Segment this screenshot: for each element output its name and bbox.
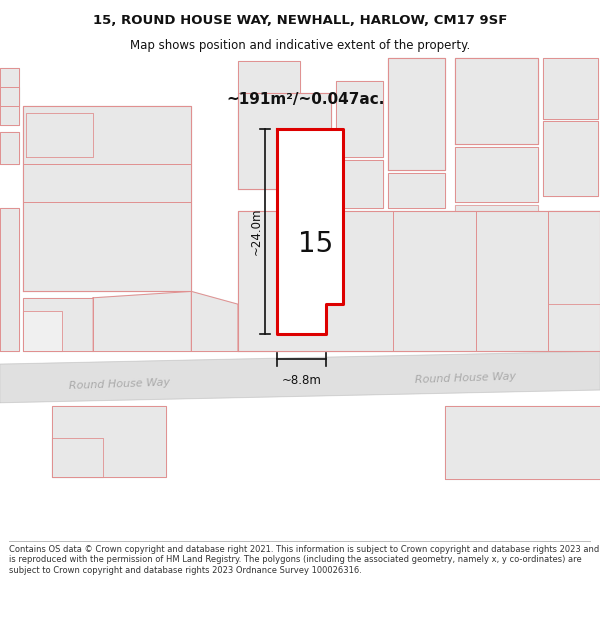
- Polygon shape: [93, 291, 191, 351]
- Polygon shape: [52, 406, 166, 477]
- Polygon shape: [0, 351, 600, 403]
- Text: ~24.0m: ~24.0m: [250, 208, 263, 255]
- Polygon shape: [0, 132, 19, 164]
- Polygon shape: [388, 173, 445, 208]
- Polygon shape: [0, 87, 19, 125]
- Polygon shape: [26, 112, 93, 158]
- Text: 15, ROUND HOUSE WAY, NEWHALL, HARLOW, CM17 9SF: 15, ROUND HOUSE WAY, NEWHALL, HARLOW, CM…: [93, 14, 507, 27]
- Polygon shape: [455, 147, 538, 202]
- Polygon shape: [238, 61, 300, 93]
- Polygon shape: [23, 298, 93, 351]
- Polygon shape: [238, 93, 331, 189]
- Polygon shape: [336, 160, 383, 208]
- Polygon shape: [277, 129, 343, 334]
- Polygon shape: [548, 211, 600, 304]
- Polygon shape: [0, 68, 19, 106]
- Polygon shape: [23, 311, 62, 351]
- Polygon shape: [336, 81, 383, 158]
- Polygon shape: [455, 58, 538, 144]
- Polygon shape: [23, 106, 191, 291]
- Polygon shape: [0, 208, 19, 351]
- Text: Round House Way: Round House Way: [415, 371, 516, 385]
- Polygon shape: [238, 211, 600, 351]
- Polygon shape: [445, 406, 600, 479]
- Text: Map shows position and indicative extent of the property.: Map shows position and indicative extent…: [130, 39, 470, 51]
- Polygon shape: [388, 58, 445, 170]
- Polygon shape: [52, 438, 103, 477]
- Text: 15: 15: [298, 230, 333, 258]
- Text: Contains OS data © Crown copyright and database right 2021. This information is : Contains OS data © Crown copyright and d…: [9, 545, 599, 574]
- Text: ~191m²/~0.047ac.: ~191m²/~0.047ac.: [226, 92, 385, 108]
- Polygon shape: [543, 121, 598, 196]
- Text: ~8.8m: ~8.8m: [281, 374, 322, 388]
- Text: Round House Way: Round House Way: [68, 378, 170, 391]
- Polygon shape: [455, 204, 538, 211]
- Polygon shape: [191, 291, 238, 351]
- Polygon shape: [543, 58, 598, 119]
